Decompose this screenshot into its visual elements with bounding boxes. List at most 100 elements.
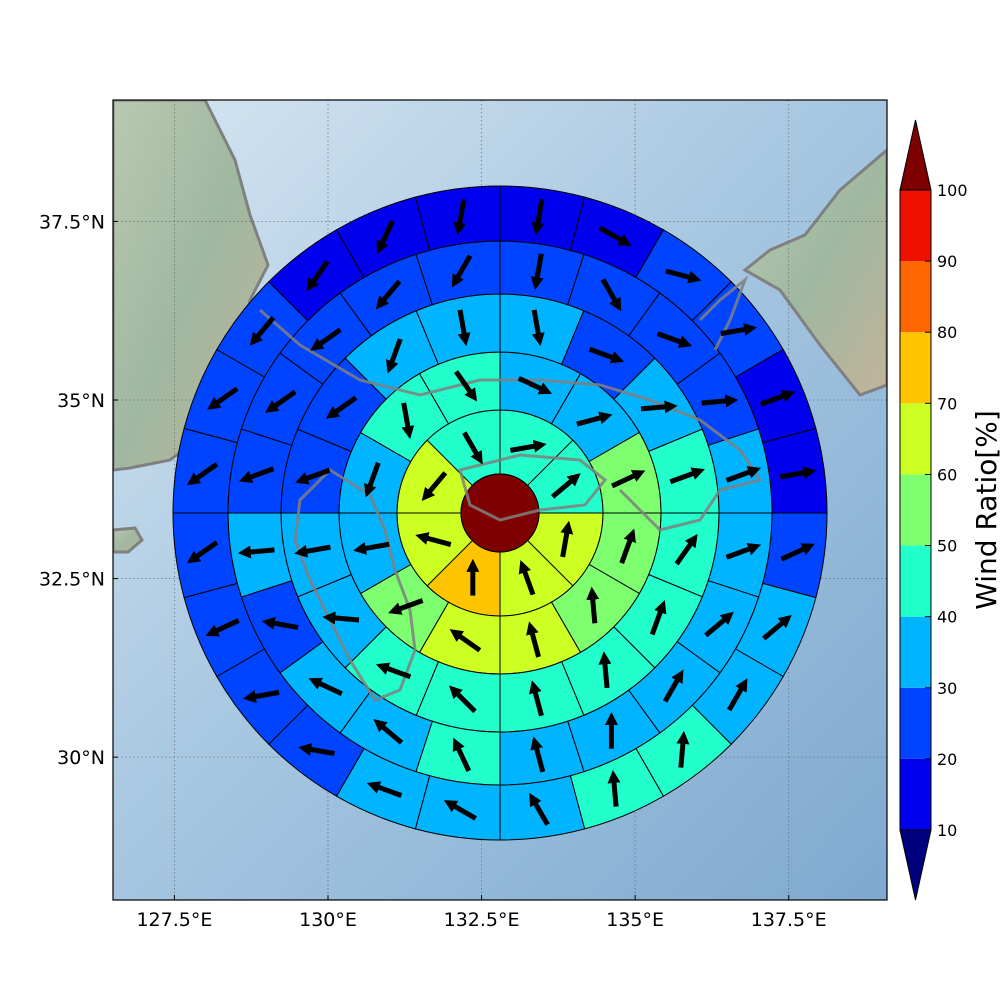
wind-arrow-r5-s16 [205, 618, 240, 637]
wind-arrow-r4-s19 [451, 254, 473, 288]
wind-arrow-r3-s10 [322, 611, 360, 625]
wind-arrow-r3-s14 [386, 338, 403, 374]
wind-arrow-r5-s14 [298, 743, 335, 757]
sector-r5-s23 [414, 185, 501, 251]
wind-arrow-r4-s1 [600, 278, 622, 312]
colorbar-tick-label-7: 80 [937, 323, 957, 342]
wind-arrow-r5-s7 [762, 614, 792, 641]
wind-arrow-r3-s0 [531, 309, 545, 347]
x-tick-label-3: 135°E [606, 909, 664, 931]
wind-arrow-r3-s3 [669, 467, 705, 485]
wind-arrow-r2-s1 [576, 411, 613, 427]
wind-arrow-r4-s3 [701, 394, 739, 408]
colorbar-bin-8 [900, 190, 931, 262]
wind-arrow-r3-s1 [588, 346, 625, 364]
y-tick-label-1: 32.5°N [39, 569, 105, 591]
wind-arrow-r4-s11 [373, 719, 404, 745]
colorbar-frame [899, 189, 932, 831]
wind-arrow-r4-s18 [375, 279, 402, 310]
island-landmass [113, 526, 144, 554]
wind-arrow-r5-s21 [306, 260, 330, 292]
wind-arrow-r5-s18 [186, 462, 219, 486]
wind-arrow-r5-s23 [453, 198, 467, 236]
wind-arrow-r3-s13 [325, 395, 358, 419]
wind-arrow-r3-s11 [294, 544, 331, 558]
colorbar-tick-label-9: 100 [937, 181, 968, 200]
wind-arrow-r1-s0 [509, 439, 547, 453]
wind-arrow-r5-s11 [529, 792, 550, 826]
wind-arrow-r5-s22 [376, 219, 395, 255]
wind-arrow-r5-s6 [780, 543, 815, 562]
wind-arrow-r3-s15 [457, 309, 471, 347]
wind-arrow-r2-s3 [619, 528, 636, 564]
colorbar-bin-5 [900, 403, 931, 475]
colorbar-tick-label-4: 50 [937, 537, 957, 556]
colorbar-under-extension [899, 829, 932, 901]
colorbar-tick-label-8: 90 [937, 252, 957, 271]
wind-arrow-r2-s11 [454, 370, 478, 402]
wind-arrow-r5-s1 [598, 225, 632, 247]
wind-arrow-r5-s0 [531, 198, 545, 236]
wind-arrow-r4-s15 [238, 466, 275, 484]
x-axis-ticks: 127.5°E 130°E 132.5°E 135°E 137.5°E [136, 895, 827, 931]
colorbar-tick-label-0: 10 [937, 821, 957, 840]
wind-arrow-r5-s8 [726, 678, 748, 712]
sector-r5-s5 [762, 427, 828, 514]
colorbar-bin-7 [900, 261, 931, 333]
wind-arrow-r4-s0 [530, 253, 544, 290]
map-area [112, 99, 888, 901]
wind-arrow-r2-s2 [611, 470, 646, 489]
wind-arrow-r5-s19 [207, 386, 239, 410]
japan-honshu-landmass [742, 148, 887, 397]
wind-arrow-r4-s9 [530, 736, 546, 773]
wind-arrow-r4-s12 [308, 677, 343, 697]
wind-arrow-r5-s4 [759, 389, 796, 407]
wind-arrow-r2-s9 [364, 462, 381, 498]
wind-arrow-r4-s13 [261, 616, 299, 630]
wind-arrow-r3-s4 [674, 533, 698, 566]
wind-arrow-r2-s0 [517, 376, 553, 395]
wind-arrow-r3-s9 [375, 662, 412, 680]
wind-arrow-r2-s8 [353, 541, 390, 555]
wind-arrow-r4-s14 [237, 545, 275, 559]
wind-arrow-r1-s3 [518, 560, 536, 596]
wind-arrow-r3-s12 [295, 467, 331, 485]
y-tick-label-3: 37.5°N [39, 211, 105, 233]
wind-arrow-r1-s7 [462, 431, 483, 465]
colorbar-title: Wind Ratio[%] [970, 410, 1000, 610]
sector-r5-s17 [172, 512, 238, 599]
wind-arrow-r1-s6 [421, 471, 448, 501]
wind-arrow-r4-s5 [725, 542, 762, 560]
wind-arrow-r5-s3 [720, 323, 758, 337]
wind-arrow-r1-s5 [415, 532, 452, 547]
wind-arrow-r4-s16 [265, 389, 297, 413]
center-disk [460, 473, 540, 553]
wind-arrow-r2-s5 [526, 621, 541, 658]
wind-arrow-r2-s4 [586, 586, 600, 624]
wind-direction-arrows [186, 198, 817, 826]
wind-arrow-r4-s4 [725, 466, 762, 483]
wind-arrow-r2-s6 [449, 629, 482, 653]
wind-arrow-r4-s17 [310, 327, 342, 351]
wind-arrow-r1-s2 [560, 520, 574, 558]
wind-arrow-r3-s6 [598, 651, 612, 689]
wind-arrow-r1-s1 [550, 473, 581, 499]
colorbar-bin-4 [900, 474, 931, 546]
colorbar-tick-label-2: 30 [937, 679, 957, 698]
wind-arrow-r2-s7 [388, 598, 424, 615]
x-tick-label-2: 132.5°E [444, 909, 520, 931]
map-frame [112, 99, 888, 901]
colorbar-bin-6 [900, 332, 931, 404]
wind-arrow-r4-s6 [704, 611, 734, 638]
wind-arrow-r3-s8 [448, 685, 477, 714]
y-tick-label-2: 35°N [57, 390, 105, 412]
honshu-coastline [259, 308, 763, 532]
colorbar: 10 20 30 40 50 60 70 80 90 100 Wind Ratio[%] [899, 119, 1000, 901]
colorbar-tick-label-5: 60 [937, 465, 957, 484]
y-axis-ticks: 30°N 32.5°N 35°N 37.5°N [39, 211, 118, 769]
colorbar-bin-2 [900, 616, 931, 688]
x-tick-label-4: 137.5°E [751, 909, 827, 931]
colorbar-tick-label-1: 20 [937, 750, 957, 769]
wind-arrow-r4-s7 [662, 669, 684, 703]
x-tick-label-1: 130°E [299, 909, 357, 931]
